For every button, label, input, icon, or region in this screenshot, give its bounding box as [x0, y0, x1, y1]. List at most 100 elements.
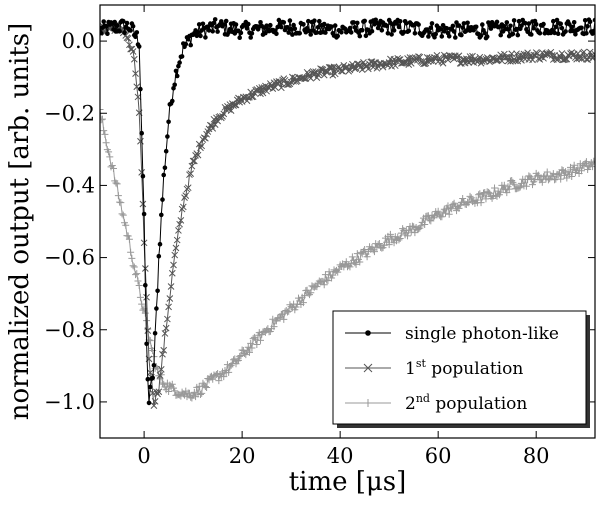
data-point — [128, 28, 133, 33]
data-point — [266, 328, 274, 336]
legend-label: 1st population — [405, 357, 523, 379]
data-point — [306, 18, 311, 24]
data-point — [308, 32, 314, 37]
data-point — [101, 19, 106, 24]
data-point — [459, 194, 467, 202]
data-point — [147, 384, 153, 390]
data-point — [280, 315, 288, 323]
data-point — [555, 31, 561, 36]
data-point — [122, 221, 130, 229]
data-point — [416, 53, 424, 61]
data-point — [475, 191, 483, 199]
data-point — [557, 175, 565, 183]
data-point — [154, 365, 162, 373]
data-point — [155, 388, 163, 396]
data-point — [329, 24, 334, 30]
data-point — [412, 31, 418, 36]
data-point — [176, 220, 183, 228]
data-point — [184, 184, 192, 192]
data-point — [100, 127, 108, 135]
data-point — [163, 148, 169, 154]
data-point — [291, 22, 296, 28]
data-point — [488, 26, 494, 31]
data-point — [281, 20, 287, 25]
data-point — [544, 176, 552, 184]
data-point — [312, 18, 317, 24]
data-point — [339, 30, 344, 35]
data-point — [285, 25, 290, 30]
data-point — [257, 336, 265, 344]
data-point — [579, 25, 584, 31]
data-point — [318, 65, 326, 73]
data-point — [122, 30, 127, 36]
data-point — [248, 93, 256, 101]
data-point — [130, 263, 138, 271]
data-point — [249, 31, 255, 36]
data-point — [389, 32, 394, 37]
data-point — [515, 184, 523, 192]
data-point — [258, 84, 266, 91]
data-point — [498, 32, 504, 38]
data-point — [456, 23, 462, 28]
data-point — [514, 26, 519, 32]
data-point — [315, 25, 321, 30]
data-point — [128, 254, 136, 262]
data-point — [591, 28, 595, 34]
data-point — [386, 230, 394, 238]
data-point — [238, 30, 244, 36]
data-point — [561, 56, 568, 64]
data-point — [591, 50, 595, 58]
data-point — [476, 53, 484, 61]
x-axis-title: time [μs] — [289, 467, 407, 497]
data-point — [257, 90, 264, 98]
data-point — [156, 253, 162, 259]
data-point — [198, 142, 206, 150]
data-point — [124, 35, 132, 42]
data-point — [433, 31, 439, 37]
data-point — [132, 70, 139, 77]
data-point — [198, 389, 206, 397]
data-point — [112, 19, 117, 25]
data-point — [510, 180, 518, 188]
data-point — [190, 157, 198, 165]
y-tick-label: −0.8 — [44, 318, 95, 342]
data-point — [105, 31, 110, 36]
data-point — [151, 363, 157, 368]
data-point — [508, 50, 516, 58]
data-point — [448, 205, 456, 213]
data-point — [466, 192, 474, 200]
series-2 — [100, 106, 595, 402]
data-point — [442, 209, 450, 217]
data-point — [450, 199, 458, 207]
data-point — [541, 172, 549, 180]
data-point — [377, 22, 382, 28]
data-point — [211, 20, 217, 26]
data-point — [179, 54, 185, 59]
data-point — [200, 21, 206, 27]
data-point — [159, 212, 164, 218]
data-point — [538, 178, 546, 186]
data-point — [338, 67, 345, 75]
data-point — [237, 351, 245, 359]
data-point — [170, 98, 175, 104]
data-point — [301, 75, 308, 83]
data-point — [406, 54, 414, 61]
data-point — [106, 153, 114, 161]
data-point — [168, 380, 176, 388]
data-point — [395, 236, 403, 244]
data-point — [154, 306, 159, 311]
data-point — [543, 168, 551, 176]
x-tick-label: 20 — [229, 444, 256, 468]
data-point — [504, 20, 510, 25]
data-point — [276, 17, 282, 23]
legend-marker — [365, 330, 371, 336]
data-point — [464, 198, 472, 206]
data-point — [194, 151, 202, 159]
data-point — [404, 232, 412, 240]
data-point — [209, 125, 217, 132]
data-point — [166, 119, 171, 125]
data-point — [223, 18, 229, 24]
data-point — [277, 84, 285, 92]
data-point — [314, 30, 320, 35]
data-point — [132, 271, 140, 279]
